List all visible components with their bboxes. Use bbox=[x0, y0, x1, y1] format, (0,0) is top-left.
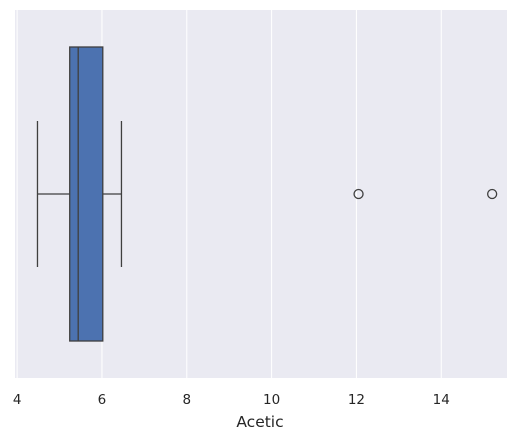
box-plot bbox=[36, 46, 498, 342]
x-axis-label: Acetic bbox=[236, 413, 283, 431]
iqr-box bbox=[69, 46, 104, 342]
x-tick-label: 6 bbox=[98, 392, 107, 408]
x-tick-label: 4 bbox=[13, 392, 22, 408]
outlier-point bbox=[353, 188, 364, 200]
x-axis-ticks: 4 6 8 10 12 14 bbox=[13, 392, 450, 408]
x-tick-label: 12 bbox=[348, 392, 365, 408]
x-tick-label: 8 bbox=[182, 392, 191, 408]
x-tick-label: 10 bbox=[263, 392, 280, 408]
x-tick-label: 14 bbox=[433, 392, 450, 408]
outlier-point bbox=[487, 188, 498, 200]
